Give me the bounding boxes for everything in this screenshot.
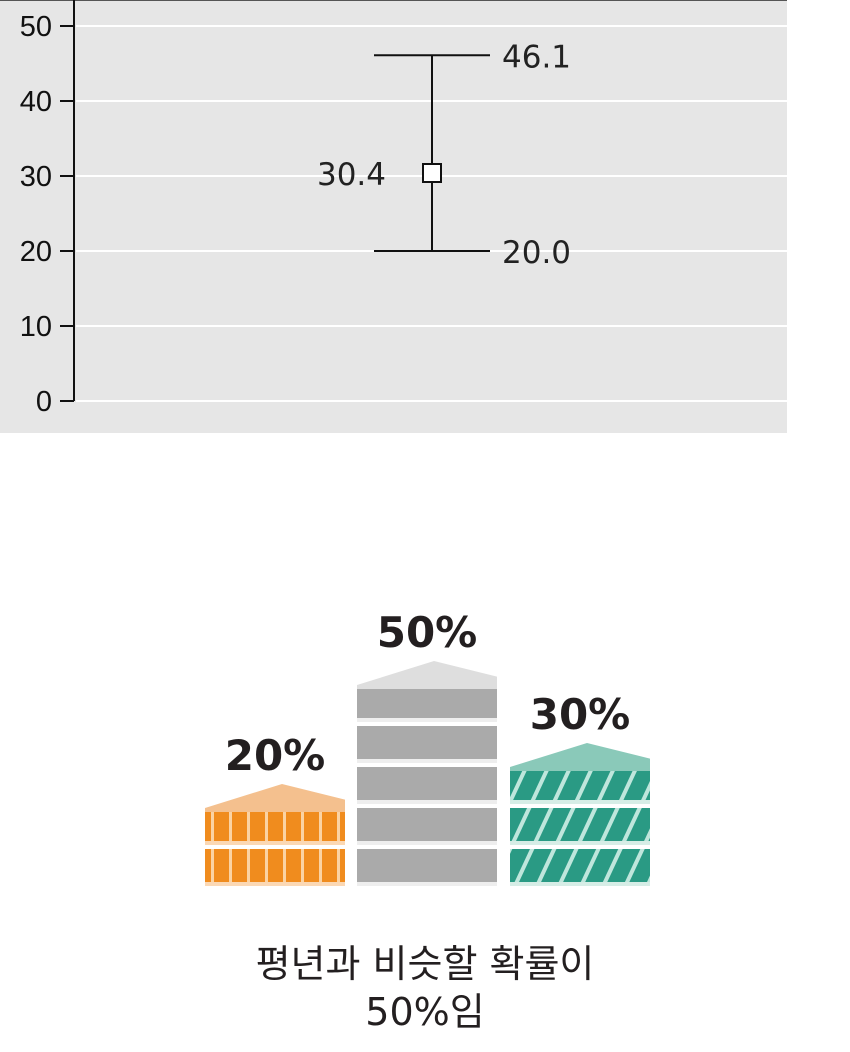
block-gap <box>357 841 497 845</box>
block-gap <box>510 841 650 845</box>
block-front <box>510 767 650 804</box>
block-top-face <box>510 743 650 771</box>
block-gap <box>205 841 345 845</box>
block-front <box>357 726 497 763</box>
block-front <box>357 808 497 845</box>
block-value-label: 20% <box>225 731 326 780</box>
caption-line-1: 평년과 비슷할 확률이 <box>255 942 595 986</box>
upper-value-label: 46.1 <box>502 39 571 75</box>
y-tick-label: 30 <box>20 161 52 193</box>
error-bars: 46.1 20.0 30.4 <box>317 39 571 271</box>
block-top-face <box>357 661 497 689</box>
probability-blocks-chart: 20% 50% 30% <box>205 608 650 886</box>
y-tick-label: 10 <box>20 311 52 343</box>
block-gap <box>510 882 650 886</box>
block-gap <box>357 882 497 886</box>
block-gap <box>510 800 650 804</box>
y-axis-ticks: 0 10 20 30 40 50 <box>20 11 74 418</box>
block-gap <box>357 759 497 763</box>
center-value-label: 30.4 <box>317 157 386 193</box>
caption-line-2: 50%임 <box>365 990 485 1034</box>
block-gap <box>357 718 497 722</box>
center-marker <box>422 163 442 183</box>
block-value-label: 30% <box>530 690 631 739</box>
block-value-label: 50% <box>377 608 478 657</box>
caption: 평년과 비슷할 확률이 50%임 <box>0 940 850 1036</box>
block-front <box>357 849 497 886</box>
block-front <box>205 849 345 886</box>
block-stack: 30% <box>510 690 650 886</box>
lower-value-label: 20.0 <box>502 235 571 271</box>
y-tick-label: 50 <box>20 11 52 43</box>
plot-background <box>0 0 787 433</box>
error-bar-chart: 0 10 20 30 40 50 46.1 20.0 30.4 <box>0 0 787 433</box>
block-gap <box>357 800 497 804</box>
block-front <box>510 849 650 886</box>
stacked-blocks: 20% 50% 30% <box>205 608 650 886</box>
y-tick-label: 0 <box>36 386 52 418</box>
block-gap <box>205 882 345 886</box>
block-stack: 20% <box>205 731 345 886</box>
y-tick-label: 20 <box>20 236 52 268</box>
block-front <box>357 685 497 722</box>
block-front <box>357 767 497 804</box>
block-front <box>205 808 345 845</box>
block-stack: 50% <box>357 608 497 886</box>
block-top-face <box>205 784 345 812</box>
y-tick-label: 40 <box>20 86 52 118</box>
block-front <box>510 808 650 845</box>
